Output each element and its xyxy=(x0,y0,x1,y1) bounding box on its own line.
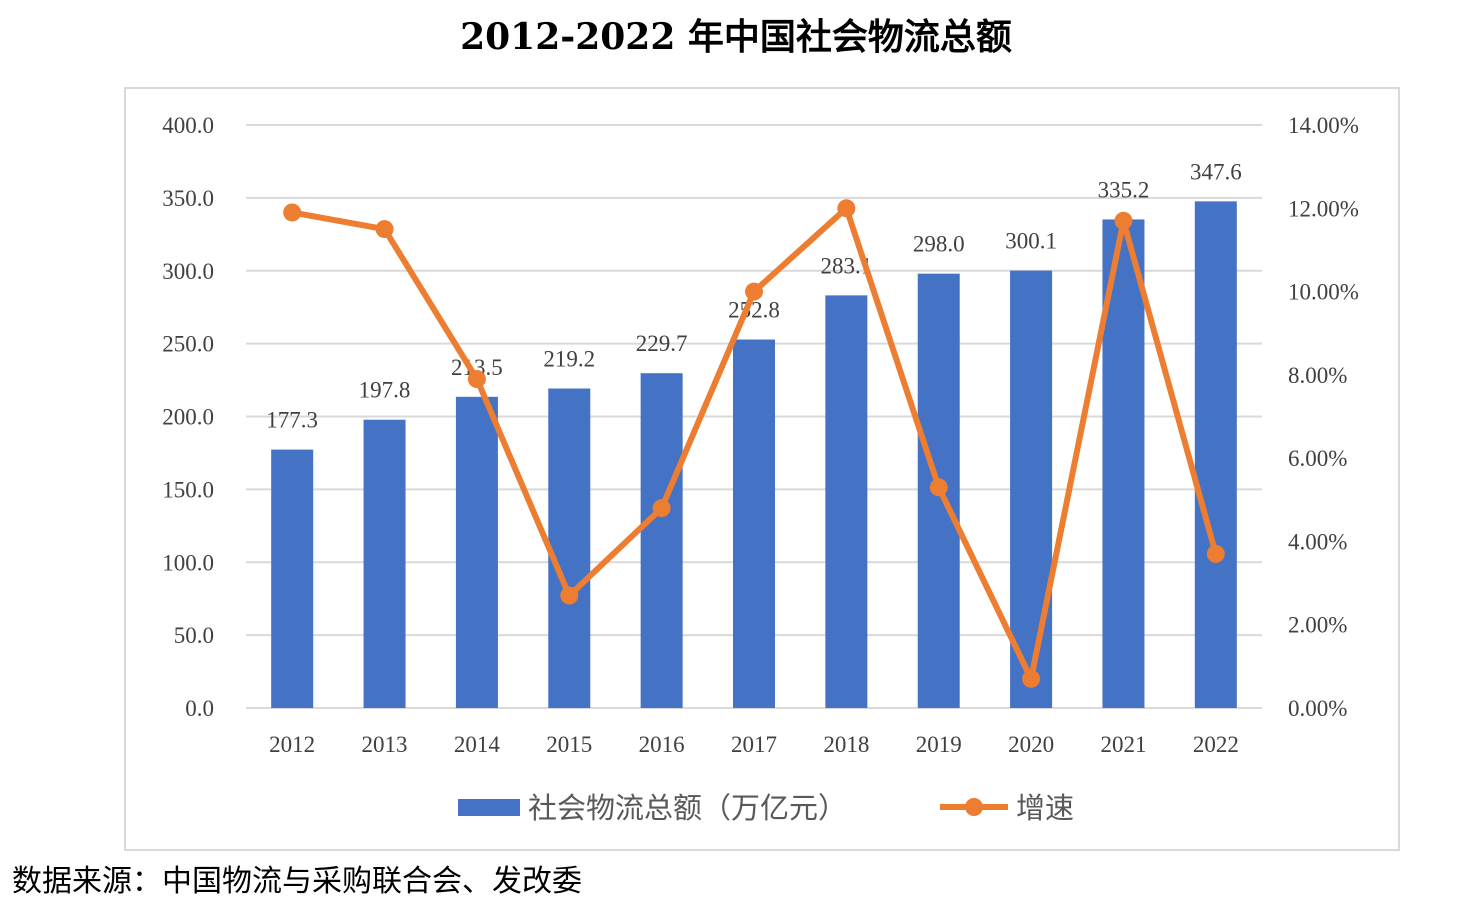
growth-point xyxy=(1206,544,1225,563)
bar xyxy=(271,449,314,708)
legend-bar-swatch xyxy=(458,799,520,816)
left-tick-label: 150.0 xyxy=(162,477,214,502)
bar-value-label: 197.8 xyxy=(359,378,411,403)
growth-point xyxy=(467,370,486,389)
growth-point xyxy=(375,220,394,239)
growth-point xyxy=(283,203,302,222)
bar-value-label: 219.2 xyxy=(543,347,595,372)
right-tick-label: 10.00% xyxy=(1288,280,1359,305)
bar xyxy=(455,396,498,708)
line-series xyxy=(283,199,1225,688)
bar-value-label: 335.2 xyxy=(1098,177,1150,202)
chart-title: 2012-2022 年中国社会物流总额 xyxy=(460,16,1012,58)
x-axis-ticks: 2012 2013 2014 2015 2016 2017 2018 2019 2020 2021… xyxy=(269,732,1239,757)
left-tick-label: 300.0 xyxy=(162,259,214,284)
x-tick-label: 2021 xyxy=(1100,732,1146,757)
bar xyxy=(825,295,868,708)
legend-line-label: 增速 xyxy=(1016,791,1074,825)
growth-point xyxy=(1114,211,1133,230)
bar-value-label: 252.8 xyxy=(728,298,780,323)
left-tick-label: 0.0 xyxy=(185,696,214,721)
bar xyxy=(1194,201,1237,709)
right-tick-label: 8.00% xyxy=(1288,363,1347,388)
left-tick-label: 50.0 xyxy=(174,623,214,648)
bar xyxy=(640,373,683,708)
right-tick-label: 6.00% xyxy=(1288,446,1347,471)
bar xyxy=(1010,270,1053,708)
bar-value-label: 347.6 xyxy=(1190,159,1242,184)
right-tick-label: 0.00% xyxy=(1288,696,1347,721)
growth-point xyxy=(837,199,856,218)
right-tick-label: 2.00% xyxy=(1288,613,1347,638)
bar-value-label: 177.3 xyxy=(266,408,318,433)
growth-point xyxy=(929,478,948,497)
right-tick-label: 4.00% xyxy=(1288,529,1347,554)
x-tick-label: 2020 xyxy=(1008,732,1054,757)
left-axis-ticks: 0.0 50.0 100.0 150.0 200.0 250.0 300.0 350.0 400… xyxy=(162,113,214,721)
x-tick-label: 2013 xyxy=(362,732,408,757)
left-tick-label: 350.0 xyxy=(162,186,214,211)
left-tick-label: 100.0 xyxy=(162,550,214,575)
growth-point xyxy=(745,282,763,301)
x-tick-label: 2012 xyxy=(269,732,315,757)
bar-value-label: 298.0 xyxy=(913,232,965,257)
right-tick-label: 14.00% xyxy=(1288,113,1359,138)
right-tick-label: 12.00% xyxy=(1288,196,1359,221)
left-tick-label: 200.0 xyxy=(162,405,214,430)
legend: 社会物流总额（万亿元） 增速 xyxy=(458,791,1074,825)
bar xyxy=(363,419,406,708)
growth-point xyxy=(1022,669,1041,688)
legend-bar-label: 社会物流总额（万亿元） xyxy=(528,791,847,825)
left-tick-label: 400.0 xyxy=(162,113,214,138)
x-tick-label: 2017 xyxy=(731,732,777,757)
source-note: 数据来源：中国物流与采购联合会、发改委 xyxy=(12,864,582,899)
x-tick-label: 2014 xyxy=(454,732,501,757)
legend-line-marker xyxy=(965,798,983,816)
x-tick-label: 2016 xyxy=(639,732,685,757)
bar-value-label: 229.7 xyxy=(636,331,688,356)
x-tick-label: 2022 xyxy=(1193,732,1239,757)
x-tick-label: 2018 xyxy=(823,732,869,757)
bar xyxy=(548,388,591,708)
bar-value-label: 300.1 xyxy=(1005,229,1057,254)
bar xyxy=(733,339,775,708)
left-tick-label: 250.0 xyxy=(162,332,214,357)
x-tick-label: 2019 xyxy=(916,732,962,757)
growth-point xyxy=(560,586,579,605)
x-tick-label: 2015 xyxy=(546,732,592,757)
growth-point xyxy=(652,499,671,518)
right-axis-ticks: 0.00% 2.00% 4.00% 6.00% 8.00% 10.00% 12.00% 14.… xyxy=(1288,113,1359,721)
